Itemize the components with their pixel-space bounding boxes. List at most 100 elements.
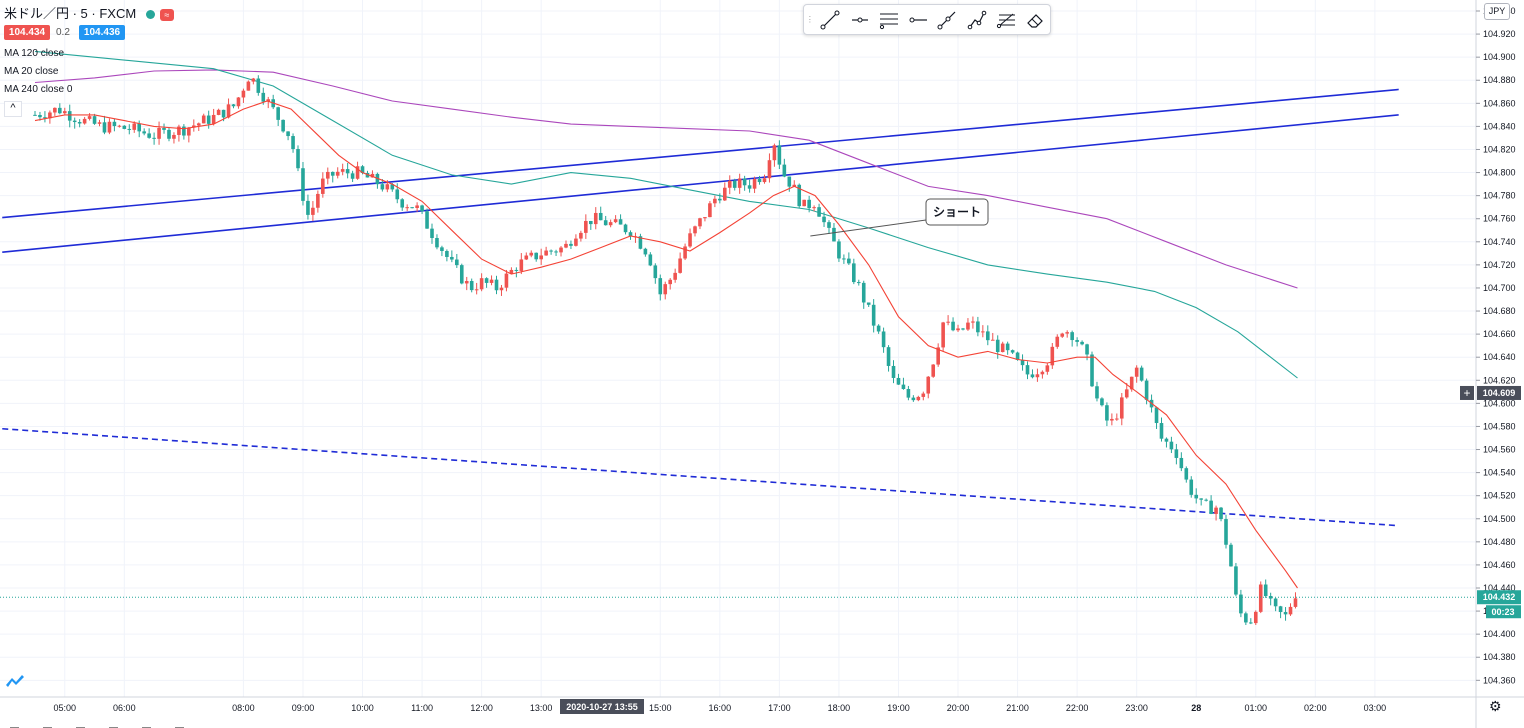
horizontal-line-icon[interactable]	[904, 5, 933, 34]
candle-body[interactable]	[390, 184, 395, 190]
tradingview-logo-icon[interactable]	[5, 672, 25, 690]
candle-body[interactable]	[350, 173, 355, 179]
candle-body[interactable]	[881, 331, 886, 348]
candle-body[interactable]	[1174, 449, 1179, 458]
candle-body[interactable]	[499, 287, 504, 291]
ma120-line[interactable]	[34, 50, 1298, 379]
candle-body[interactable]	[67, 111, 72, 121]
candle-body[interactable]	[162, 127, 166, 130]
candle-body[interactable]	[678, 258, 682, 273]
candle-body[interactable]	[1085, 344, 1089, 355]
candle-body[interactable]	[340, 169, 345, 172]
candle-body[interactable]	[951, 321, 955, 331]
candle-body[interactable]	[966, 322, 970, 330]
candle-body[interactable]	[236, 97, 241, 107]
candle-body[interactable]	[1090, 354, 1094, 387]
candle-body[interactable]	[489, 279, 494, 283]
drag-handle-icon[interactable]: ⋮	[805, 15, 814, 24]
candle-body[interactable]	[1139, 367, 1144, 381]
candle-body[interactable]	[241, 90, 246, 98]
candle-body[interactable]	[251, 78, 256, 82]
candle-body[interactable]	[276, 107, 280, 120]
candle-body[interactable]	[459, 265, 464, 284]
candle-body[interactable]	[668, 279, 672, 285]
candle-body[interactable]	[1100, 398, 1104, 406]
candle-body[interactable]	[976, 321, 980, 333]
candle-body[interactable]	[325, 171, 330, 179]
candle-body[interactable]	[683, 246, 687, 259]
candle-body[interactable]	[182, 126, 186, 136]
ma240-line[interactable]	[34, 69, 1298, 289]
candle-body[interactable]	[559, 247, 563, 253]
fib-retracement-icon[interactable]	[991, 5, 1020, 34]
currency-badge[interactable]: JPY	[1484, 3, 1510, 20]
candle-body[interactable]	[1253, 611, 1258, 624]
dashed-support-line[interactable]	[2, 427, 1399, 527]
candle-body[interactable]	[643, 248, 648, 255]
candle-body[interactable]	[802, 199, 806, 207]
buy-button[interactable]: 104.436	[79, 25, 125, 40]
candle-body[interactable]	[792, 184, 797, 187]
candle-body[interactable]	[737, 178, 742, 188]
candle-body[interactable]	[569, 243, 573, 246]
candle-body[interactable]	[1219, 507, 1223, 520]
candle-body[interactable]	[847, 258, 851, 264]
candle-body[interactable]	[484, 278, 489, 283]
candle-body[interactable]	[43, 117, 47, 119]
candle-body[interactable]	[688, 233, 692, 247]
candle-body[interactable]	[603, 220, 608, 226]
candle-body[interactable]	[321, 178, 325, 194]
candle-body[interactable]	[1179, 457, 1184, 469]
candle-body[interactable]	[653, 265, 658, 279]
candle-body[interactable]	[901, 384, 906, 389]
candle-body[interactable]	[1169, 441, 1174, 450]
candle-body[interactable]	[698, 218, 702, 227]
path-icon[interactable]	[962, 5, 991, 34]
candle-body[interactable]	[256, 78, 261, 93]
candle-body[interactable]	[837, 241, 841, 259]
candle-body[interactable]	[1194, 494, 1199, 499]
candle-body[interactable]	[132, 123, 137, 130]
ray-icon[interactable]	[933, 5, 962, 34]
candle-body[interactable]	[504, 273, 509, 288]
candle-body[interactable]	[1010, 350, 1015, 353]
candle-body[interactable]	[122, 125, 127, 129]
candle-body[interactable]	[1268, 596, 1273, 599]
candle-body[interactable]	[703, 217, 707, 219]
candle-body[interactable]	[757, 179, 762, 183]
candle-body[interactable]	[871, 304, 876, 326]
candle-body[interactable]	[931, 364, 936, 377]
candle-body[interactable]	[956, 328, 960, 331]
candle-body[interactable]	[514, 269, 519, 271]
indicator-ma20-label[interactable]: MA 20 close	[4, 66, 59, 77]
symbol-title[interactable]: 米ドル／円 · 5 · FXCM	[4, 6, 137, 21]
candle-body[interactable]	[1050, 346, 1055, 366]
sell-button[interactable]: 104.434	[4, 25, 50, 40]
candle-body[interactable]	[534, 252, 539, 260]
channel-trend-line[interactable]	[2, 114, 1399, 253]
candle-body[interactable]	[891, 365, 896, 378]
candle-body[interactable]	[1119, 397, 1124, 419]
candle-body[interactable]	[58, 107, 62, 114]
candle-body[interactable]	[1293, 598, 1298, 607]
candle-body[interactable]	[87, 116, 92, 119]
candle-body[interactable]	[772, 145, 777, 161]
candle-body[interactable]	[524, 255, 529, 260]
candle-body[interactable]	[246, 81, 251, 91]
candle-body[interactable]	[852, 263, 856, 283]
candle-body[interactable]	[370, 173, 375, 178]
candle-body[interactable]	[1020, 359, 1025, 366]
candle-body[interactable]	[72, 120, 77, 123]
candle-body[interactable]	[296, 149, 300, 169]
candle-body[interactable]	[673, 272, 677, 280]
candle-body[interactable]	[430, 228, 434, 238]
candle-body[interactable]	[564, 243, 568, 248]
candle-body[interactable]	[638, 236, 643, 249]
candle-body[interactable]	[345, 169, 350, 174]
candle-body[interactable]	[127, 128, 132, 130]
candle-body[interactable]	[177, 126, 181, 135]
candle-body[interactable]	[817, 207, 821, 217]
candle-body[interactable]	[1055, 336, 1060, 347]
candle-body[interactable]	[301, 168, 305, 201]
candle-body[interactable]	[375, 173, 380, 185]
